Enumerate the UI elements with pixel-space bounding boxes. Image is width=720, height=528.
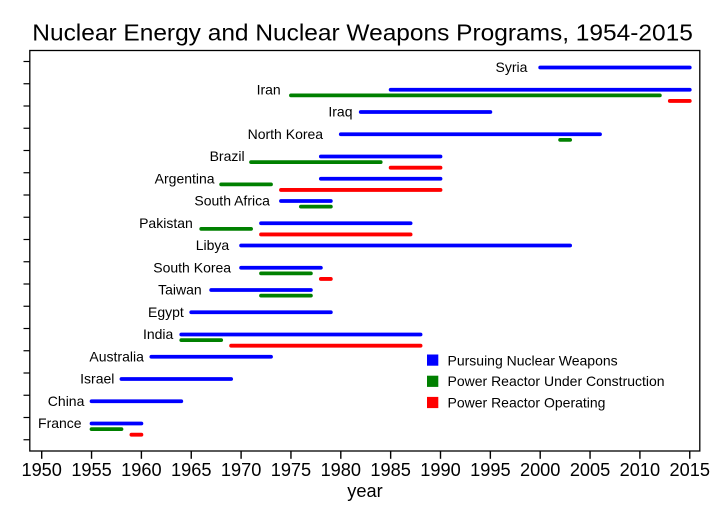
svg-text:1980: 1980 [321, 460, 361, 480]
svg-text:1975: 1975 [271, 460, 311, 480]
svg-text:North Korea: North Korea [248, 126, 324, 142]
svg-text:India: India [143, 326, 174, 342]
svg-text:2005: 2005 [570, 460, 610, 480]
svg-text:France: France [38, 415, 82, 431]
svg-text:Pursuing Nuclear Weapons: Pursuing Nuclear Weapons [448, 352, 618, 368]
svg-text:Nuclear Energy and Nuclear Wea: Nuclear Energy and Nuclear Weapons Progr… [32, 20, 693, 46]
svg-text:Power Reactor Under Constructi: Power Reactor Under Construction [448, 373, 665, 389]
svg-text:Egypt: Egypt [148, 304, 184, 320]
svg-text:1990: 1990 [420, 460, 460, 480]
svg-text:2015: 2015 [670, 460, 710, 480]
svg-text:Australia: Australia [89, 348, 144, 364]
svg-text:Syria: Syria [495, 59, 527, 75]
svg-text:2000: 2000 [520, 460, 560, 480]
svg-text:year: year [347, 481, 382, 501]
svg-text:1965: 1965 [171, 460, 211, 480]
svg-text:South Korea: South Korea [153, 259, 231, 275]
svg-text:Libya: Libya [196, 237, 230, 253]
svg-text:Pakistan: Pakistan [139, 215, 193, 231]
svg-text:1950: 1950 [21, 460, 61, 480]
svg-text:1970: 1970 [221, 460, 261, 480]
svg-text:1995: 1995 [470, 460, 510, 480]
svg-text:1960: 1960 [121, 460, 161, 480]
svg-text:Israel: Israel [80, 371, 114, 387]
svg-text:1955: 1955 [71, 460, 111, 480]
svg-text:1985: 1985 [370, 460, 410, 480]
svg-text:Iraq: Iraq [328, 104, 352, 120]
svg-text:Argentina: Argentina [155, 170, 215, 186]
svg-text:China: China [48, 393, 85, 409]
svg-text:2010: 2010 [620, 460, 660, 480]
svg-text:South Africa: South Africa [194, 193, 270, 209]
svg-text:Brazil: Brazil [210, 148, 245, 164]
svg-text:Iran: Iran [257, 81, 281, 97]
svg-text:Power Reactor Operating: Power Reactor Operating [448, 395, 606, 411]
svg-text:Taiwan: Taiwan [158, 282, 202, 298]
